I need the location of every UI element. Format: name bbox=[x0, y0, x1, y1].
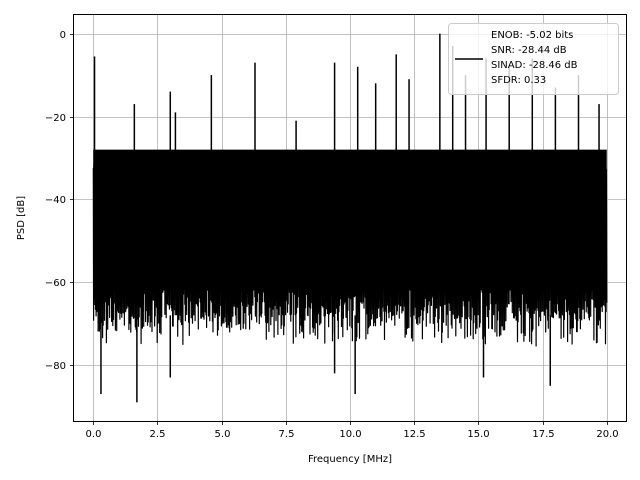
y-tick-label: −40 bbox=[45, 195, 66, 206]
x-tick-label: 5.0 bbox=[215, 429, 231, 440]
x-axis-label: Frequency [MHz] bbox=[308, 454, 392, 465]
y-tick-label: −60 bbox=[45, 278, 66, 289]
x-tick-label: 20.0 bbox=[596, 429, 618, 440]
x-tick-label: 12.5 bbox=[403, 429, 425, 440]
legend-entry: ENOB: -5.02 bits bbox=[491, 30, 573, 41]
series-layer bbox=[92, 33, 608, 403]
legend-entry: SNR: -28.44 dB bbox=[491, 45, 567, 56]
legend: ENOB: -5.02 bits SNR: -28.44 dB SINAD: -… bbox=[448, 23, 619, 95]
x-tick-label: 17.5 bbox=[532, 429, 554, 440]
x-tick-label: 7.5 bbox=[279, 429, 295, 440]
y-axis: 0 −20 −40 −60 −80 bbox=[45, 30, 74, 372]
x-tick-label: 2.5 bbox=[150, 429, 166, 440]
noise-band bbox=[93, 149, 607, 291]
legend-entry: SFDR: 0.33 bbox=[491, 75, 546, 86]
y-tick-label: 0 bbox=[60, 30, 66, 41]
x-tick-label: 0.0 bbox=[86, 429, 102, 440]
y-tick-label: −20 bbox=[45, 113, 66, 124]
x-tick-label: 10.0 bbox=[339, 429, 361, 440]
x-tick-label: 15.0 bbox=[467, 429, 489, 440]
legend-entry: SINAD: -28.46 dB bbox=[491, 60, 578, 71]
plot-frame bbox=[73, 14, 627, 422]
legend-box bbox=[448, 23, 619, 95]
y-axis-label: PSD [dB] bbox=[16, 196, 27, 240]
x-axis: 0.0 2.5 5.0 7.5 10.0 12.5 15.0 17.5 20.0 bbox=[86, 421, 619, 440]
y-tick-label: −80 bbox=[45, 361, 66, 372]
